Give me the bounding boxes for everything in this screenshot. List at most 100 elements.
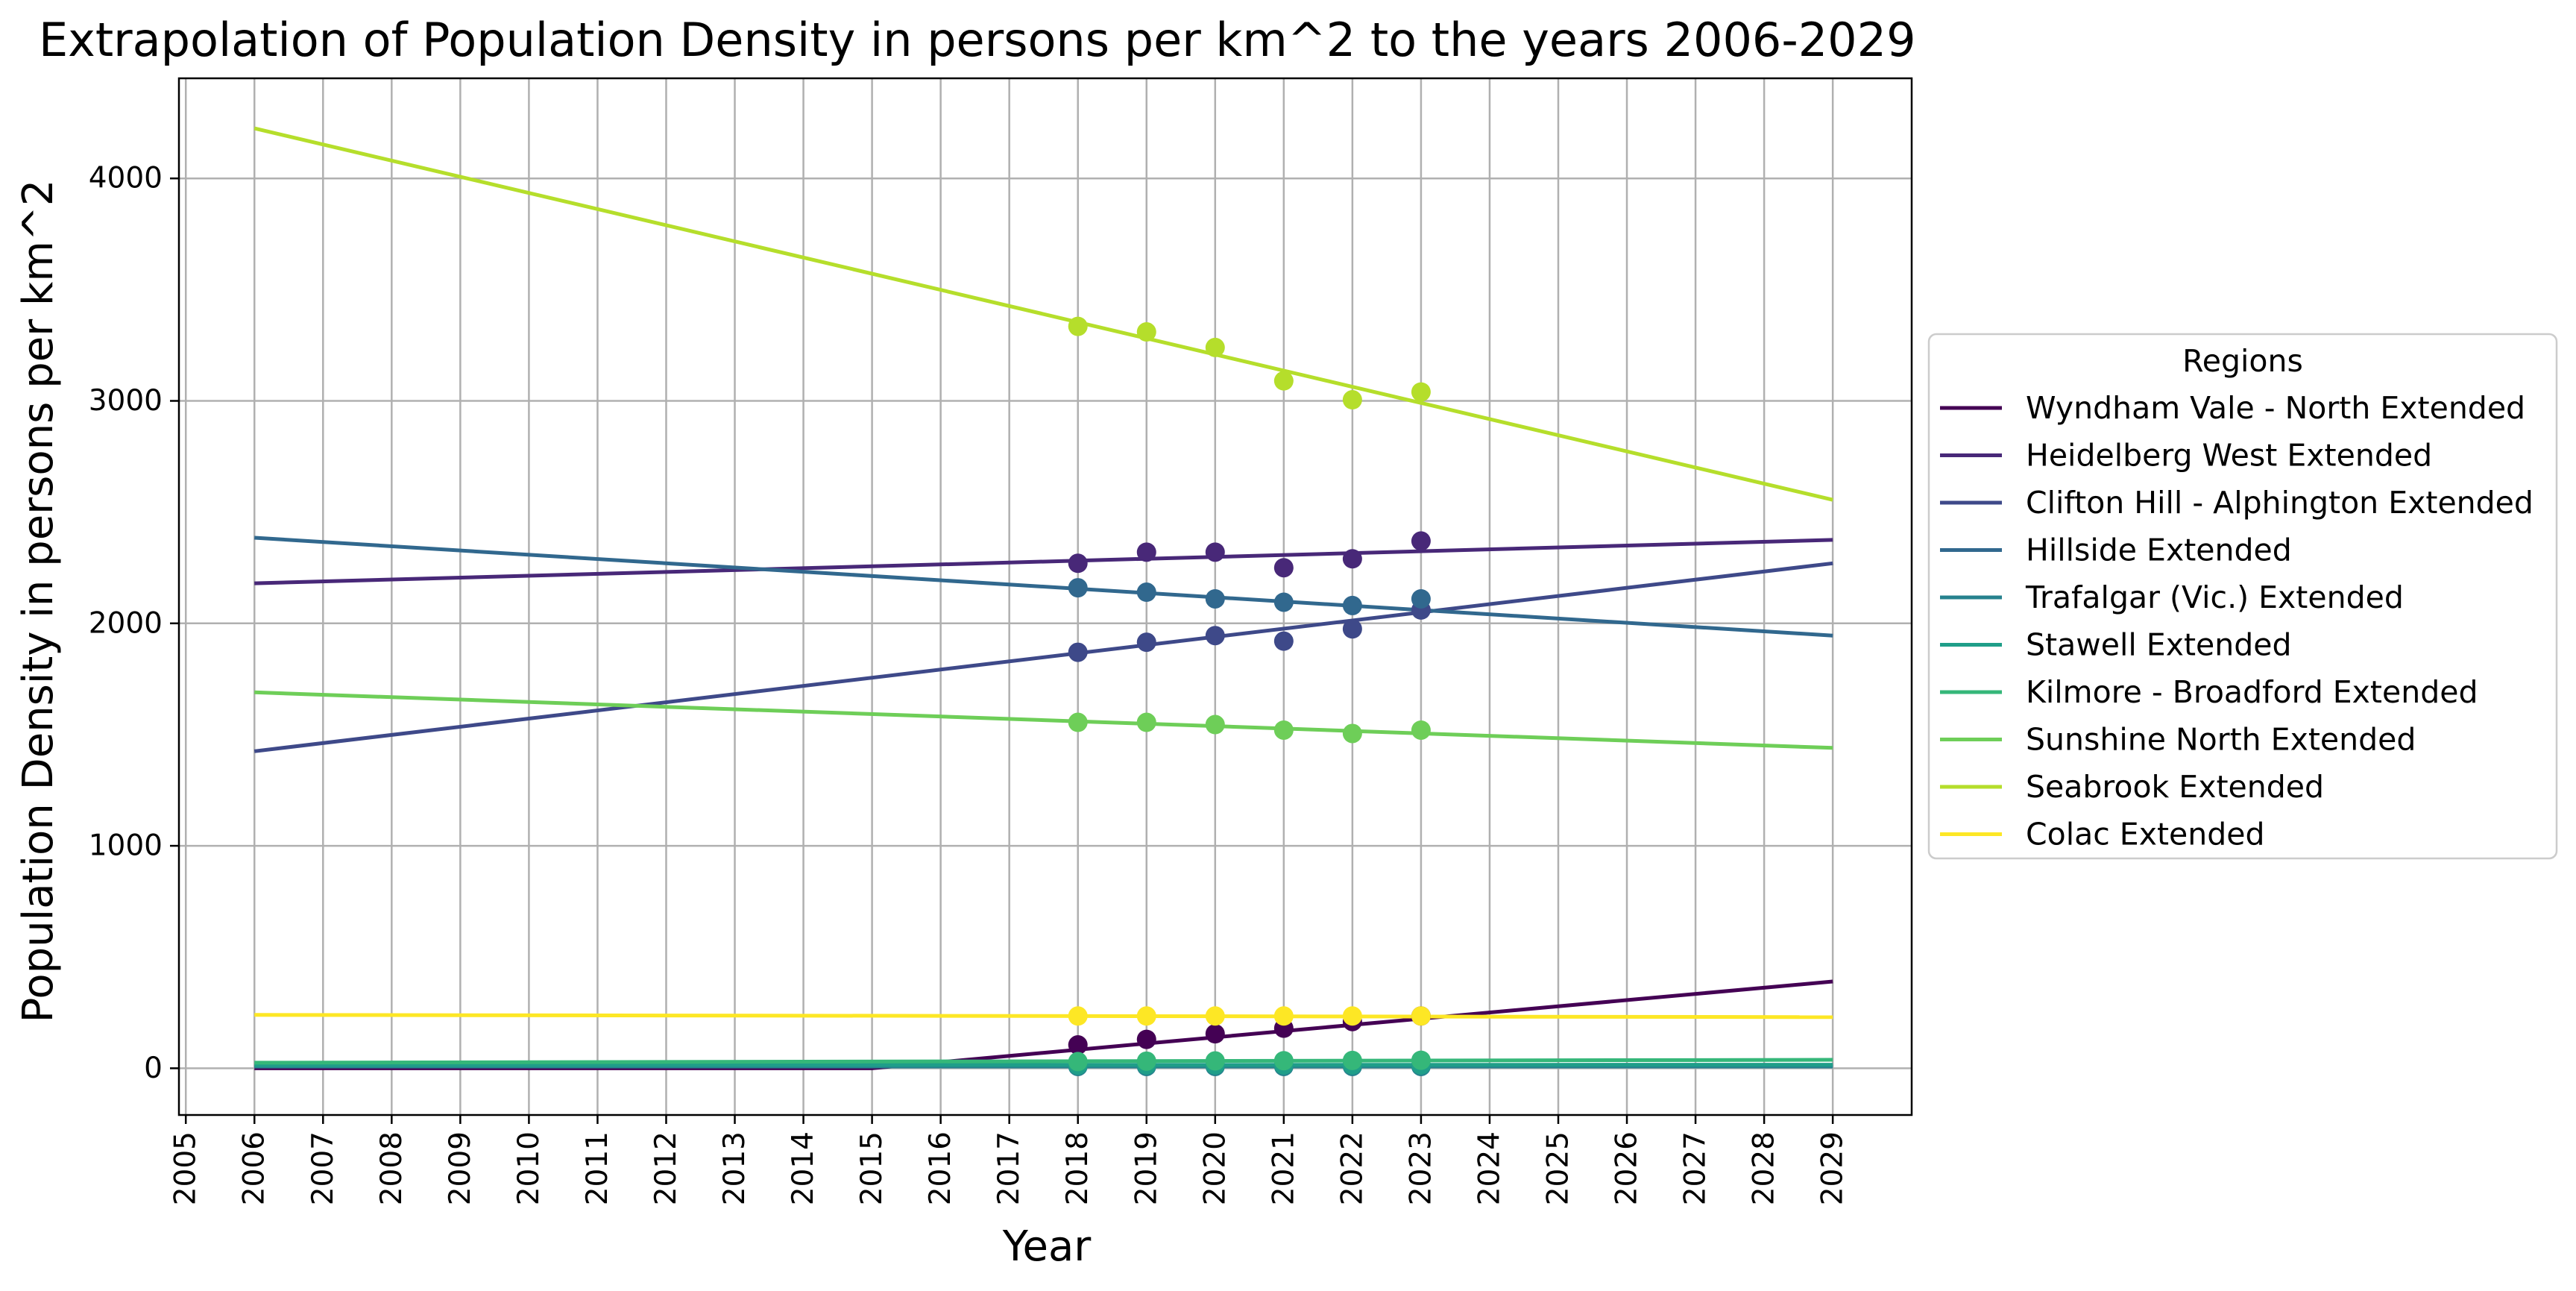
series-line: [254, 535, 1833, 638]
data-point: [1411, 1006, 1431, 1026]
data-point: [1273, 1051, 1294, 1071]
data-point: [1068, 1052, 1088, 1072]
chart-title: Extrapolation of Population Density in p…: [39, 13, 1916, 67]
legend-label: Kilmore - Broadford Extended: [2026, 674, 2478, 710]
data-point: [1273, 1006, 1294, 1026]
series-line: [254, 690, 1833, 750]
x-tick-label: 2024: [1473, 1131, 1506, 1205]
legend-label: Wyndham Vale - North Extended: [2026, 390, 2525, 426]
data-point: [1411, 720, 1431, 740]
y-tick-label: 0: [144, 1052, 163, 1085]
legend-items: Wyndham Vale - North Extended Heidelberg …: [1940, 390, 2534, 852]
data-point: [1136, 1006, 1156, 1026]
x-tick-label: 2013: [718, 1131, 752, 1205]
legend-label: Heidelberg West Extended: [2026, 438, 2432, 474]
data-point: [1273, 720, 1294, 740]
x-tick-label: 2011: [581, 1131, 614, 1205]
data-point: [1205, 1006, 1225, 1026]
data-point: [1068, 642, 1088, 662]
legend-label: Colac Extended: [2026, 817, 2265, 852]
data-point: [1136, 322, 1156, 342]
data-point: [1205, 1024, 1225, 1044]
data-point: [1068, 1006, 1088, 1026]
y-tick-label: 2000: [89, 606, 163, 640]
x-tick-label: 2020: [1198, 1131, 1232, 1205]
legend-box: [1927, 333, 2558, 860]
data-point: [1068, 553, 1088, 574]
data-point: [1342, 595, 1362, 615]
data-point: [1068, 578, 1088, 598]
data-point: [1068, 712, 1088, 732]
data-point: [1411, 382, 1431, 402]
data-point: [1205, 714, 1225, 735]
x-tick-label: 2019: [1130, 1131, 1163, 1205]
legend-label: Seabrook Extended: [2026, 769, 2324, 805]
data-point: [1342, 390, 1362, 410]
x-tick-label: 2005: [169, 1131, 203, 1205]
data-point: [1068, 1035, 1088, 1055]
x-tick-label: 2021: [1267, 1131, 1300, 1205]
x-tick-label: 2018: [1061, 1131, 1095, 1205]
x-tick-label: 2015: [855, 1131, 889, 1205]
x-tick-label: 2028: [1748, 1131, 1781, 1205]
series-points: [1068, 316, 1431, 1076]
data-point: [1342, 723, 1362, 744]
legend-label: Hillside Extended: [2026, 533, 2292, 568]
legend-title: Regions: [2182, 343, 2303, 379]
legend-label: Sunshine North Extended: [2026, 722, 2416, 758]
x-tick-label: 2017: [992, 1131, 1026, 1205]
series-line: [254, 1013, 1833, 1020]
x-tick-label: 2014: [787, 1131, 820, 1205]
legend-label: Clifton Hill - Alphington Extended: [2026, 485, 2534, 521]
legend-label: Stawell Extended: [2026, 627, 2292, 663]
data-point: [1205, 1051, 1225, 1071]
series-lines: [253, 126, 1833, 1070]
series-line: [254, 1063, 1833, 1067]
x-tick-label: 2008: [375, 1131, 409, 1205]
x-tick-label: 2023: [1404, 1131, 1437, 1205]
x-tick-label: 2012: [649, 1131, 683, 1205]
data-point: [1342, 1050, 1362, 1070]
x-tick-label: 2025: [1541, 1131, 1575, 1205]
data-point: [1205, 337, 1225, 357]
data-point: [1205, 588, 1225, 609]
data-point: [1136, 632, 1156, 653]
data-point: [1342, 549, 1362, 569]
y-tick-label: 4000: [89, 162, 163, 195]
plot-frame: [177, 77, 1913, 1116]
series-line: [253, 126, 1833, 502]
data-point: [1205, 626, 1225, 646]
x-tick-label: 2027: [1679, 1131, 1713, 1205]
data-point: [1068, 316, 1088, 336]
data-point: [1411, 531, 1431, 551]
x-tick-label: 2029: [1816, 1131, 1850, 1205]
x-tick-label: 2010: [512, 1131, 546, 1205]
data-point: [1136, 582, 1156, 603]
data-point: [1411, 588, 1431, 609]
series-line: [254, 538, 1833, 585]
y-axis-label: Population Density in persons per km^2: [14, 180, 63, 1023]
data-point: [1273, 592, 1294, 612]
y-tick-label: 1000: [89, 829, 163, 863]
x-axis-label: Year: [1002, 1222, 1092, 1271]
data-point: [1136, 1029, 1156, 1049]
axis-ticks: 2005 2006 2007 2008 2009 2010 2011 2012 2013 2014…: [89, 162, 1850, 1206]
legend-label: Trafalgar (Vic.) Extended: [2025, 579, 2404, 615]
data-point: [1205, 542, 1225, 562]
x-tick-label: 2016: [924, 1131, 957, 1205]
series-line: [253, 561, 1833, 753]
x-tick-label: 2026: [1610, 1131, 1644, 1205]
data-point: [1273, 558, 1294, 578]
data-point: [1273, 371, 1294, 391]
data-point: [1342, 1006, 1362, 1026]
y-tick-label: 3000: [89, 384, 163, 418]
data-point: [1136, 712, 1156, 732]
data-point: [1411, 1050, 1431, 1070]
data-point: [1136, 542, 1156, 562]
legend: Regions Wyndham Vale - North Extended Hei…: [1927, 333, 2558, 860]
series-line: [254, 1058, 1833, 1065]
x-tick-label: 2022: [1335, 1131, 1369, 1205]
x-tick-label: 2007: [306, 1131, 340, 1205]
data-point: [1136, 1051, 1156, 1071]
x-tick-label: 2006: [238, 1131, 271, 1205]
